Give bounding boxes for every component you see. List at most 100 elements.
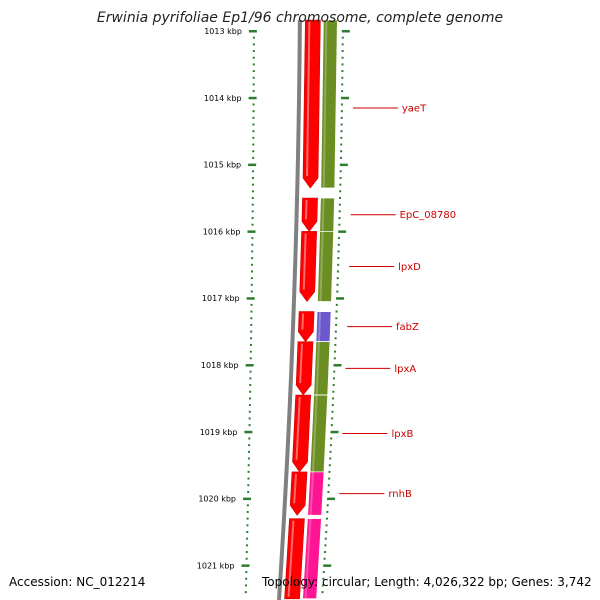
outer-minor-tick — [339, 183, 342, 186]
outer-minor-tick — [341, 76, 344, 79]
cog-highlight — [315, 341, 320, 396]
ruler-label: 1013 kbp — [204, 27, 242, 36]
gene-label: lpxD — [398, 262, 421, 273]
outer-minor-tick — [333, 357, 336, 360]
outer-minor-tick — [336, 290, 339, 293]
ruler-minor-tick — [250, 283, 253, 286]
ruler-major-tick — [245, 364, 254, 367]
outer-minor-tick — [337, 257, 340, 260]
ruler-minor-tick — [252, 76, 255, 79]
gene-label: yaeT — [402, 103, 427, 114]
topology-text: Topology: circular; Length: 4,026,322 bp… — [262, 575, 592, 589]
outer-minor-tick — [332, 377, 335, 380]
cog-highlight — [304, 518, 312, 599]
ruler-minor-tick — [247, 490, 250, 493]
ruler-major-tick — [248, 163, 257, 167]
ruler-minor-tick — [247, 464, 250, 467]
outer-minor-tick — [337, 263, 340, 266]
cog-block — [317, 230, 335, 302]
outer-minor-tick — [332, 397, 335, 400]
outer-minor-tick — [332, 384, 335, 387]
ruler-label: 1016 kbp — [203, 227, 241, 236]
outer-minor-tick — [340, 110, 343, 113]
outer-minor-tick — [324, 537, 327, 540]
ruler-minor-tick — [252, 56, 255, 59]
ruler-minor-tick — [246, 524, 249, 527]
outer-major-tick — [341, 30, 350, 33]
ruler-major-tick — [246, 297, 255, 300]
cog-highlight — [319, 231, 324, 302]
ruler-minor-tick — [250, 290, 253, 293]
ruler-minor-tick — [251, 223, 254, 226]
ruler-minor-tick — [252, 70, 255, 73]
outer-minor-tick — [338, 223, 341, 226]
gene-label: lpxB — [391, 429, 413, 440]
ruler-minor-tick — [252, 176, 255, 179]
outer-minor-tick — [330, 437, 333, 440]
outer-minor-tick — [325, 524, 328, 527]
outer-minor-tick — [339, 197, 342, 199]
outer-minor-tick — [330, 424, 333, 427]
cds-arrow — [298, 311, 315, 343]
ruler-minor-tick — [251, 197, 254, 199]
ruler-minor-tick — [251, 183, 254, 186]
ruler-minor-tick — [252, 116, 255, 119]
outer-minor-tick — [338, 203, 341, 206]
ruler-minor-tick — [252, 150, 255, 153]
outer-major-tick — [333, 364, 342, 367]
outer-minor-tick — [322, 571, 325, 574]
outer-minor-tick — [338, 217, 341, 220]
cds-highlight — [295, 397, 301, 460]
ruler-label: 1021 kbp — [197, 561, 235, 570]
ruler-minor-tick — [252, 156, 255, 159]
outer-minor-tick — [329, 444, 332, 447]
ruler-minor-tick — [249, 384, 252, 387]
outer-minor-tick — [339, 190, 342, 193]
ruler-major-tick — [247, 230, 256, 233]
outer-minor-tick — [337, 237, 340, 240]
ruler-minor-tick — [250, 337, 253, 340]
outer-minor-tick — [338, 210, 341, 213]
ruler-minor-tick — [248, 404, 251, 407]
gene-label: EpC_08780 — [400, 210, 456, 221]
ruler-major-tick — [244, 430, 253, 434]
gene-label: fabZ — [396, 322, 419, 333]
outer-minor-tick — [329, 450, 332, 453]
ruler-minor-tick — [252, 50, 255, 53]
ruler-minor-tick — [251, 203, 254, 206]
outer-minor-tick — [329, 457, 332, 460]
outer-major-tick — [327, 497, 336, 501]
ruler-minor-tick — [251, 250, 254, 253]
ruler-minor-tick — [248, 410, 251, 413]
backbone — [277, 19, 302, 600]
map-title: Erwinia pyrifoliae Ep1/96 chromosome, co… — [96, 10, 504, 26]
ruler-minor-tick — [251, 210, 254, 213]
ruler-minor-tick — [249, 390, 252, 393]
outer-major-tick — [338, 230, 347, 233]
ruler-label: 1015 kbp — [203, 161, 241, 170]
ruler-minor-tick — [252, 36, 255, 39]
cds-arrow — [289, 471, 308, 516]
ruler-minor-tick — [250, 310, 253, 313]
ruler-minor-tick — [250, 277, 253, 280]
outer-minor-tick — [336, 270, 339, 273]
ruler-minor-tick — [246, 531, 249, 533]
ruler-minor-tick — [246, 510, 249, 513]
ruler-minor-tick — [246, 517, 249, 520]
outer-minor-tick — [326, 510, 329, 513]
ruler-minor-tick — [252, 90, 255, 93]
ruler-minor-tick — [248, 444, 251, 447]
ruler-labels: 1013 kbp 1014 kbp 1015 kbp 1016 kbp 1017 kbp… — [197, 27, 242, 570]
backbone-line — [277, 19, 302, 600]
outer-minor-tick — [336, 277, 339, 280]
outer-minor-tick — [324, 544, 327, 547]
outer-major-tick — [341, 96, 350, 100]
outer-minor-tick — [327, 490, 330, 493]
outer-minor-tick — [325, 531, 328, 533]
outer-minor-tick — [321, 584, 324, 587]
cds-highlight — [306, 21, 311, 176]
cog-block — [320, 19, 338, 189]
ruler-minor-tick — [245, 557, 248, 560]
ruler-minor-tick — [250, 303, 253, 306]
